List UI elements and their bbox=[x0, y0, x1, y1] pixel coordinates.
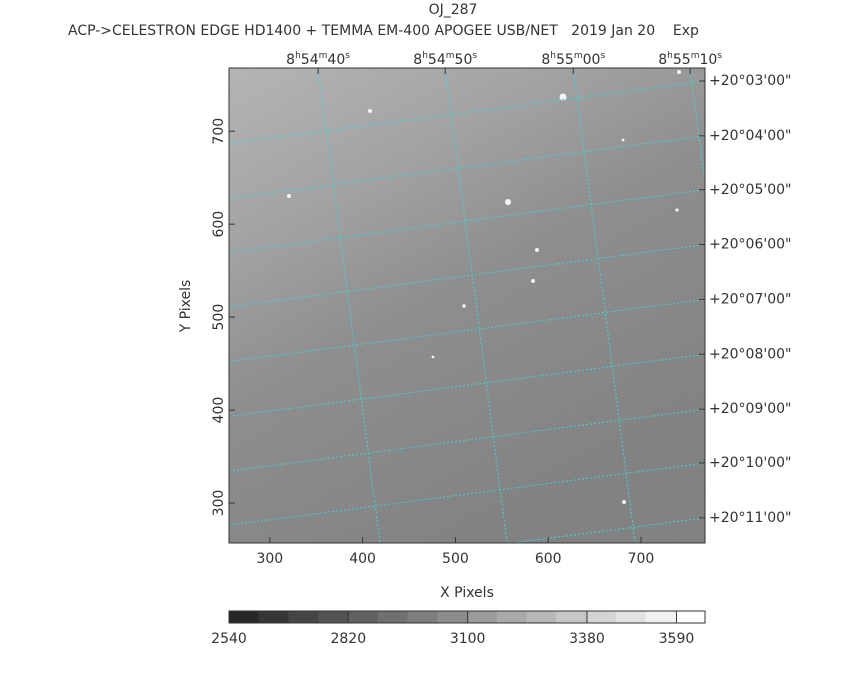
colorbar-segment bbox=[615, 611, 646, 623]
plot-frame bbox=[228, 67, 706, 544]
colorbar-segment bbox=[437, 611, 468, 623]
y-tick-label: 400 bbox=[211, 397, 227, 424]
dec-grid-line bbox=[229, 408, 705, 472]
dec-grid-line bbox=[229, 189, 705, 253]
colorbar-segment bbox=[645, 611, 676, 623]
colorbar-segment bbox=[318, 611, 349, 623]
x-tick-label: 600 bbox=[535, 551, 562, 567]
right-tick-label: +20°06'00" bbox=[709, 237, 791, 253]
colorbar-tick-label: 3100 bbox=[450, 631, 486, 647]
top-tick-label: 8h55m00s bbox=[541, 51, 605, 69]
dec-grid-line bbox=[229, 353, 705, 417]
x-tick-label: 700 bbox=[628, 551, 655, 567]
right-tick-label: +20°04'00" bbox=[709, 128, 791, 144]
colorbar-segment bbox=[556, 611, 587, 623]
top-tick-label: 8h54m50s bbox=[413, 51, 477, 69]
colorbar-segment bbox=[675, 611, 706, 623]
grid bbox=[229, 68, 705, 543]
colorbar-segment bbox=[467, 611, 498, 623]
colorbar-tick-label: 3380 bbox=[569, 631, 605, 647]
right-tick-label: +20°09'00" bbox=[709, 401, 791, 417]
colorbar-segment bbox=[496, 611, 527, 623]
colorbar-segment bbox=[586, 611, 617, 623]
right-tick-label: +20°10'00" bbox=[709, 455, 791, 471]
y-tick-label: 300 bbox=[211, 490, 227, 517]
x-tick-label: 300 bbox=[256, 551, 283, 567]
right-tick-label: +20°07'00" bbox=[709, 291, 791, 307]
colorbar-segment bbox=[288, 611, 319, 623]
top-tick-label: 8h55m10s bbox=[658, 51, 722, 69]
dec-grid-line bbox=[229, 80, 705, 144]
x-axis-label: X Pixels bbox=[440, 585, 494, 601]
right-tick-label: +20°08'00" bbox=[709, 346, 791, 362]
sky-image bbox=[229, 68, 705, 543]
dec-grid-line bbox=[229, 462, 705, 526]
colorbar-segment bbox=[348, 611, 379, 623]
right-tick-label: +20°11'00" bbox=[709, 510, 791, 526]
dec-grid-line bbox=[229, 135, 705, 199]
colorbar-segment bbox=[377, 611, 408, 623]
dec-grid-line bbox=[508, 517, 705, 543]
right-tick-label: +20°03'00" bbox=[709, 73, 791, 89]
y-tick-label: 600 bbox=[211, 211, 227, 238]
colorbar-tick-label: 3590 bbox=[659, 631, 695, 647]
y-tick-label: 700 bbox=[211, 118, 227, 145]
colorbar-segment bbox=[526, 611, 557, 623]
colorbar-segment bbox=[407, 611, 438, 623]
top-tick-label: 8h54m40s bbox=[286, 51, 350, 69]
x-tick-label: 400 bbox=[349, 551, 376, 567]
colorbar-segment bbox=[258, 611, 289, 623]
x-tick-label: 500 bbox=[442, 551, 469, 567]
chart-title: OJ_287 bbox=[429, 2, 478, 18]
colorbar-tick-label: 2540 bbox=[211, 631, 247, 647]
chart-subtitle: ACP->CELESTRON EDGE HD1400 + TEMMA EM-40… bbox=[68, 23, 699, 39]
y-axis-label: Y Pixels bbox=[178, 280, 194, 334]
colorbar-segment bbox=[229, 611, 260, 623]
y-tick-label: 500 bbox=[211, 304, 227, 331]
dec-grid-line bbox=[229, 244, 705, 308]
colorbar-tick-label: 2820 bbox=[330, 631, 366, 647]
dec-grid-line bbox=[229, 298, 705, 362]
right-tick-label: +20°05'00" bbox=[709, 182, 791, 198]
